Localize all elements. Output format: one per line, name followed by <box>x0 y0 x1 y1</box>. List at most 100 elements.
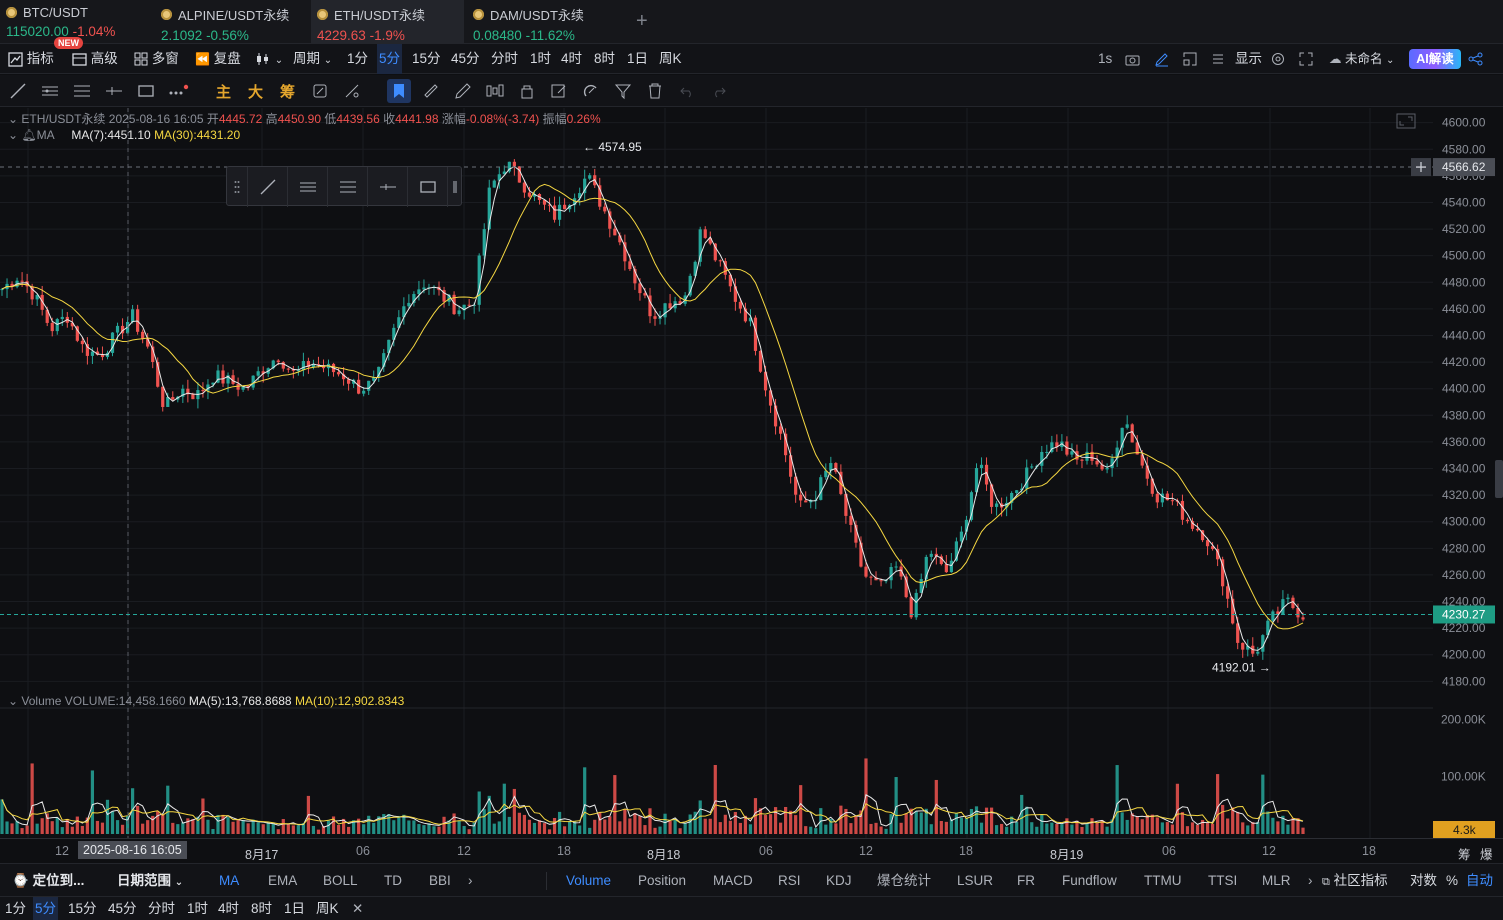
period-timeline[interactable]: 分时 <box>491 51 518 66</box>
sub-ind-kdj[interactable]: KDJ <box>826 873 852 888</box>
tab-btc[interactable]: BTC/USDT 115020.00 -1.04% <box>0 0 152 44</box>
chip-tool[interactable]: 筹 <box>280 84 296 101</box>
bookmark-icon[interactable] <box>387 79 411 103</box>
expand-chart-icon[interactable] <box>1396 113 1416 132</box>
list-icon[interactable] <box>1212 44 1224 74</box>
trash-icon[interactable] <box>643 79 667 103</box>
bottom-period-1m[interactable]: 1分 <box>5 901 27 916</box>
sub-ind-fundflow[interactable]: Fundflow <box>1062 873 1117 888</box>
time-axis[interactable]: 12 8月17 06 12 18 8月18 06 12 18 8月19 06 1… <box>0 838 1503 862</box>
close-icon[interactable]: ✕ <box>352 901 364 916</box>
redo-icon[interactable] <box>707 79 731 103</box>
sub-ind-ttsi[interactable]: TTSI <box>1208 873 1238 888</box>
bottom-period-5m[interactable]: 5分 <box>33 897 59 920</box>
interval-1s[interactable]: 1s <box>1098 51 1113 66</box>
horizontal-ray-icon[interactable] <box>367 167 407 207</box>
sub-ind-ttmu[interactable]: TTMU <box>1144 873 1182 888</box>
more-tools-icon[interactable] <box>166 79 190 103</box>
more-icon[interactable] <box>447 167 461 207</box>
percent-scale-toggle[interactable]: % <box>1446 873 1459 888</box>
period-4h[interactable]: 4时 <box>561 51 583 66</box>
lock-icon[interactable] <box>515 79 539 103</box>
pen-icon[interactable] <box>1154 44 1169 74</box>
settings-icon[interactable] <box>1271 44 1285 74</box>
main-ind-td[interactable]: TD <box>384 873 402 888</box>
period-45m[interactable]: 45分 <box>451 51 480 66</box>
tab-eth[interactable]: ETH/USDT永续 4229.63 -1.9% <box>311 0 464 44</box>
pencil-icon[interactable] <box>451 79 475 103</box>
collapse-icon[interactable]: ⌄ <box>8 694 19 708</box>
bottom-period-1h[interactable]: 1时 <box>187 901 209 916</box>
magic-icon[interactable] <box>308 79 332 103</box>
bottom-period-4h[interactable]: 4时 <box>218 901 240 916</box>
edit-note-icon[interactable] <box>547 79 571 103</box>
period-dropdown[interactable]: 周期 ⌄ <box>293 44 332 74</box>
sub-ind-liquidation[interactable]: 爆仓统计 <box>877 873 931 888</box>
channel-icon[interactable] <box>327 167 367 207</box>
period-8h[interactable]: 8时 <box>594 51 616 66</box>
period-5m[interactable]: 5分 <box>377 44 403 74</box>
candlestick-chart[interactable]: ← 4574.95 4192.01 → <box>0 108 1433 838</box>
sub-ind-lsur[interactable]: LSUR <box>957 873 994 888</box>
price-axis[interactable]: 4600.004580.004560.004540.004520.004500.… <box>1433 108 1503 838</box>
liquidation-toggle[interactable]: 爆 <box>1480 848 1493 862</box>
undo-icon[interactable] <box>675 79 699 103</box>
rectangle-icon[interactable] <box>407 167 447 207</box>
main-ind-ma[interactable]: MA <box>219 873 240 888</box>
sub-ind-macd[interactable]: MACD <box>713 873 753 888</box>
ai-analysis-button[interactable]: AI解读 <box>1409 49 1461 69</box>
community-indicators-button[interactable]: ⧉ 社区指标 <box>1322 864 1388 897</box>
period-1m[interactable]: 1分 <box>347 51 369 66</box>
date-range-dropdown[interactable]: 日期范围 ⌄ <box>117 864 183 897</box>
chevron-right-icon[interactable]: › <box>1308 873 1313 888</box>
trend-line-icon[interactable] <box>247 167 287 207</box>
locate-button[interactable]: ⌚ 定位到... <box>12 864 84 897</box>
indicator-button[interactable]: 指标 <box>8 44 54 74</box>
collapse-icon[interactable]: ⌄ <box>8 128 19 142</box>
trend-line-icon[interactable] <box>6 79 30 103</box>
sub-ind-position[interactable]: Position <box>638 873 687 888</box>
filter-icon[interactable] <box>611 79 635 103</box>
main-force-tool[interactable]: 主 <box>216 84 232 101</box>
bars-pattern-icon[interactable] <box>483 79 507 103</box>
camera-icon[interactable] <box>1125 44 1140 74</box>
bottom-period-15m[interactable]: 15分 <box>68 901 97 916</box>
parallel-lines-icon[interactable] <box>287 167 327 207</box>
bottom-period-week[interactable]: 周K <box>316 901 339 916</box>
sub-ind-fr[interactable]: FR <box>1017 873 1035 888</box>
chip-toggle[interactable]: 筹 <box>1458 848 1471 862</box>
magnet-icon[interactable] <box>579 79 603 103</box>
eraser-draw-icon[interactable] <box>340 79 364 103</box>
bottom-period-1d[interactable]: 1日 <box>284 901 306 916</box>
main-ind-ema[interactable]: EMA <box>268 873 298 888</box>
auto-scale-toggle[interactable]: 自动 <box>1466 873 1493 888</box>
display-button[interactable]: 显示 <box>1235 51 1262 66</box>
bell-icon[interactable]: 🔔︎ <box>21 128 37 142</box>
bottom-period-timeline[interactable]: 分时 <box>148 901 175 916</box>
multi-window-button[interactable]: 多窗 <box>134 44 179 74</box>
drag-handle-icon[interactable] <box>227 167 247 207</box>
main-ind-bbi[interactable]: BBI <box>429 873 451 888</box>
chevron-right-icon[interactable]: › <box>468 873 473 888</box>
period-1h[interactable]: 1时 <box>530 51 552 66</box>
main-ind-boll[interactable]: BOLL <box>323 873 358 888</box>
collapse-icon[interactable]: ⌄ <box>8 112 19 126</box>
sub-ind-mlr[interactable]: MLR <box>1262 873 1291 888</box>
chart-type-dropdown[interactable]: ⌄ <box>255 44 283 74</box>
ruler-icon[interactable] <box>419 79 443 103</box>
big-order-tool[interactable]: 大 <box>248 84 264 101</box>
channel-icon[interactable] <box>70 79 94 103</box>
frame-icon[interactable] <box>1183 44 1197 74</box>
log-scale-toggle[interactable]: 对数 <box>1410 873 1437 888</box>
sub-ind-rsi[interactable]: RSI <box>778 873 801 888</box>
rectangle-icon[interactable] <box>134 79 158 103</box>
layout-name-dropdown[interactable]: ☁ 未命名 ⌄ <box>1329 44 1394 74</box>
advanced-button[interactable]: 高级 <box>72 44 118 74</box>
period-15m[interactable]: 15分 <box>412 51 441 66</box>
period-1d[interactable]: 1日 <box>627 51 649 66</box>
fullscreen-icon[interactable] <box>1299 44 1313 74</box>
period-week[interactable]: 周K <box>659 51 682 66</box>
tab-dam[interactable]: DAM/USDT永续 0.08480 -11.62% <box>467 0 619 44</box>
horizontal-ray-icon[interactable] <box>102 79 126 103</box>
tab-alpine[interactable]: ALPINE/USDT永续 2.1092 -0.56% <box>155 0 307 44</box>
